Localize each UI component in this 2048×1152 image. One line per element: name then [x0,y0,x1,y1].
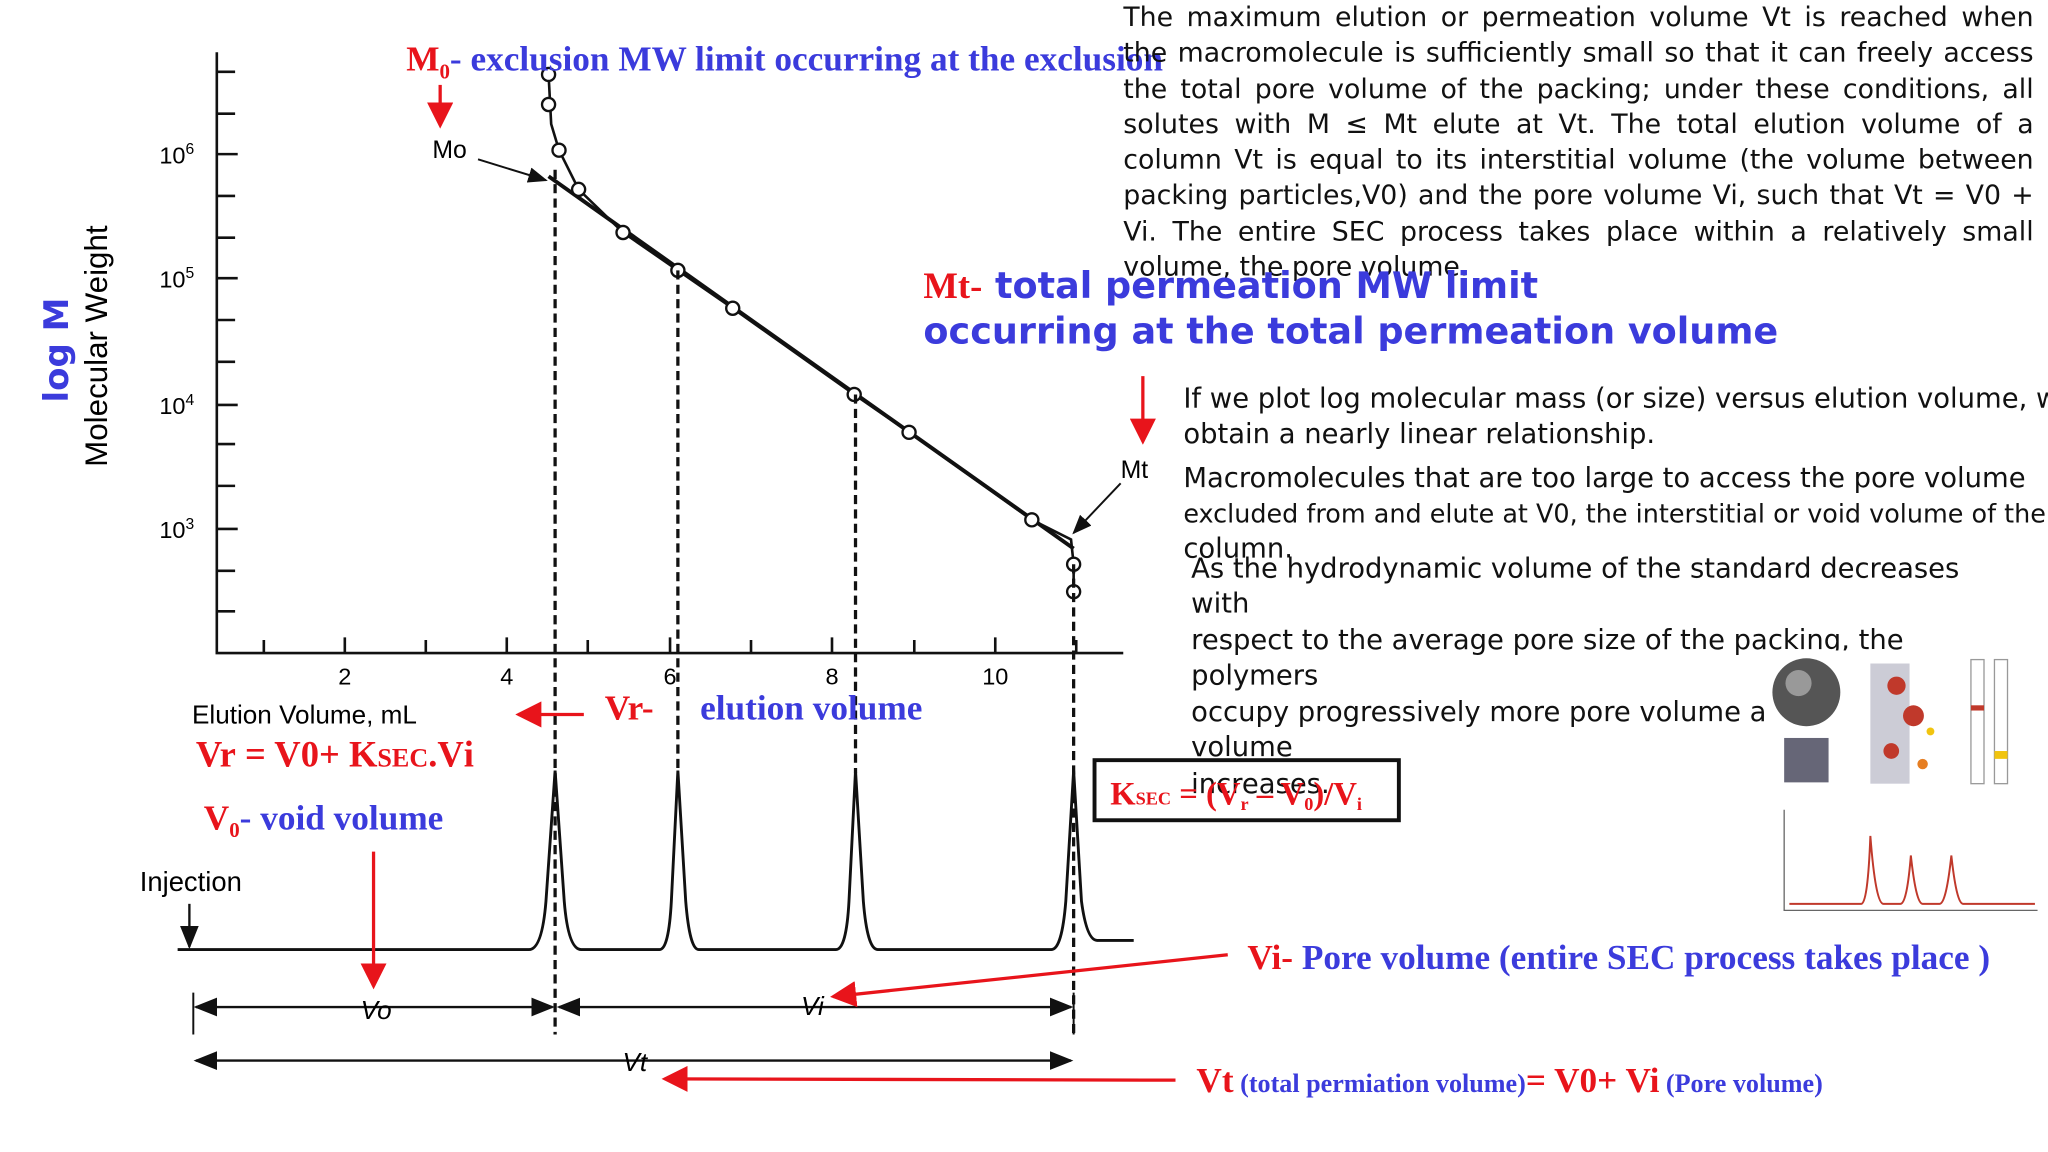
part: = V [236,734,301,775]
line: polymers [1191,660,1318,691]
tick-exp: 4 [185,392,194,409]
x-tick-label: 6 [664,663,677,689]
x-axis-label: Elution Volume, mL [192,700,417,730]
part: 0 [301,734,319,775]
red-arrows [360,84,1228,1092]
part: SEC [377,744,428,773]
part: + K [319,734,378,775]
y-tick-label: 105 [159,265,194,292]
vo-label: Vo [361,995,392,1025]
y-axis-label: Molecular Weight [79,225,114,467]
line: As the hydrodynamic volume of the standa… [1191,553,1959,584]
text: - exclusion MW limit occurring at the ex… [450,40,1163,79]
vr-label: Vr-elution volume [605,689,923,728]
sec: SEC [1136,789,1172,809]
line: volume [1191,732,1293,763]
vr-equation: Vr = V0+ KSEC.Vi [196,734,474,775]
part: = (V [1171,777,1241,813]
line: occupy progressively more pore volume a [1191,697,1766,728]
mt-line1: Mt- total permeation MW limit [923,264,1538,307]
y-tick-label: 103 [159,516,194,543]
prefix: Mt- [923,265,982,306]
top-paragraph-box: The maximum elution or permeation volume… [1123,1,2034,283]
line1: total permeation MW limit [982,264,1538,307]
part: .V [428,734,464,775]
dashed-lines [553,169,1076,1035]
mt-line2: occurring at the total permeation volume [923,310,1778,353]
tick-exp: 5 [185,265,194,282]
excluded-text: Macromolecules that are too large to acc… [1183,463,2046,565]
sub: i [1357,794,1362,814]
y-tick-label: 106 [159,141,194,168]
line: Macromolecules that are too large to acc… [1183,463,2025,494]
part: i [464,734,474,775]
prefix: Vr- [605,689,654,728]
text: elution volume [700,689,922,728]
mt-label: Mt [1121,457,1149,484]
sub: 0 [439,59,449,83]
part: Vr [196,734,236,775]
k: K [1110,777,1136,813]
top-paragraph: The maximum elution or permeation volume… [1123,1,2034,283]
x-ticks: 2 4 6 8 10 [338,663,1008,689]
x-tick-label: 4 [500,663,513,689]
x-tick-label: 8 [825,663,838,689]
sub: 0 [1304,794,1313,814]
vi-pore-label: Vi- Pore volume (entire SEC process take… [1247,938,1990,977]
y-title: log M [37,298,77,403]
y-ticks: 106 105 104 103 [159,141,194,543]
line: obtain a nearly linear relationship. [1183,419,1655,450]
text: (Pore volume) [1659,1069,1822,1098]
line: If we plot log molecular mass (or size) … [1183,384,2048,415]
mo-label: Mo [432,137,466,164]
v0-label: V0- void volume [204,798,444,842]
vt-total-label: Vt (total permiation volume)= V0+ Vi (Po… [1196,1061,1822,1100]
text: - void volume [240,798,444,837]
axes [215,52,1124,655]
vi-label: Vi [801,991,825,1021]
tick-base: 10 [159,266,185,292]
text: Pore volume (entire SEC process takes pl… [1293,938,1990,977]
injection-label: Injection [140,866,242,897]
vt-label: Vt [622,1047,648,1077]
text: (total permiation volume) [1234,1069,1526,1098]
part: )/V [1313,777,1357,813]
equation: = V0+ Vi [1526,1061,1660,1100]
x-tick-label: 10 [982,663,1008,689]
bracket-ticks [192,992,1075,1035]
y-tick-label: 104 [159,392,194,419]
tick-exp: 6 [185,141,194,158]
line: increases. [1191,769,1330,800]
inset-figure [1765,650,2048,928]
tick-base: 10 [159,393,185,419]
x-tick-label: 2 [338,663,351,689]
v: V [204,798,230,837]
prefix: Vi- [1247,938,1293,977]
chromatogram [177,770,1134,951]
tick-base: 10 [159,142,185,168]
m: M [406,40,439,79]
v: Vt [1196,1061,1233,1100]
tick-base: 10 [159,517,185,543]
sub: r [1241,794,1249,814]
part: – V [1249,777,1305,813]
hydro-text: As the hydrodynamic volume of the standa… [1191,553,1959,800]
linear-text: If we plot log molecular mass (or size) … [1183,384,2048,450]
line: column. [1183,534,1293,565]
ksec-box [1092,758,1401,823]
line: excluded from and elute at V0, the inter… [1183,499,2046,529]
tick-exp: 3 [185,516,194,533]
sub: 0 [229,818,239,842]
line: with [1191,589,1249,620]
ksec-equation: KSEC = (Vr – V0)/Vi [1110,777,1362,814]
exclusion-label: M0- exclusion MW limit occurring at the … [406,40,1163,84]
